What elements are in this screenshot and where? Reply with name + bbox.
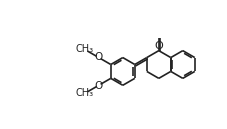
- Text: O: O: [154, 41, 163, 51]
- Text: CH₃: CH₃: [76, 88, 94, 98]
- Text: O: O: [94, 52, 103, 62]
- Text: O: O: [94, 80, 103, 91]
- Text: CH₃: CH₃: [76, 44, 94, 54]
